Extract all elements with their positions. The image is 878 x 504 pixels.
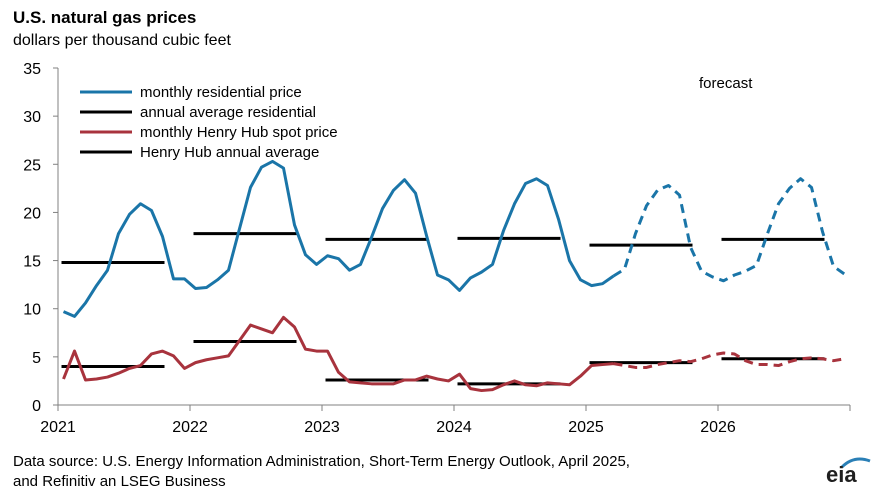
y-tick-label: 20 (23, 205, 41, 222)
eia-logo: eia (826, 462, 857, 487)
data-source-note: Data source: U.S. Energy Information Adm… (13, 452, 813, 492)
y-tick-label: 30 (23, 109, 41, 126)
y-tick-label: 15 (23, 254, 41, 271)
eia-logo-arc-icon (840, 457, 871, 469)
x-tick-label: 2024 (436, 419, 472, 436)
y-tick-label: 10 (23, 302, 41, 319)
henry-hub-series-forecast-line (613, 351, 845, 369)
y-tick-label: 0 (32, 398, 41, 415)
source-line-1: Data source: U.S. Energy Information Adm… (13, 453, 630, 470)
y-tick-label: 35 (23, 61, 41, 78)
y-tick-label: 5 (32, 350, 41, 367)
residential-series-forecast-line (612, 177, 846, 283)
y-tick-label: 25 (23, 157, 41, 174)
legend-label: Henry Hub annual average (140, 144, 319, 161)
chart-subtitle: dollars per thousand cubic feet (13, 32, 231, 49)
x-tick-label: 2023 (304, 419, 340, 436)
x-tick-label: 2025 (568, 419, 604, 436)
legend-label: monthly residential price (140, 84, 302, 101)
legend-label: monthly Henry Hub spot price (140, 124, 338, 141)
chart-title: U.S. natural gas prices (13, 8, 197, 27)
legend-label: annual average residential (140, 104, 316, 121)
forecast-label: forecast (699, 75, 753, 92)
x-tick-label: 2026 (700, 419, 736, 436)
residential-series-history-line (62, 159, 615, 318)
x-tick-label: 2021 (40, 419, 76, 436)
source-line-2: and Refinitiv an LSEG Business (13, 473, 226, 490)
x-tick-label: 2022 (172, 419, 208, 436)
henry-hub-series-history-line (62, 315, 614, 393)
